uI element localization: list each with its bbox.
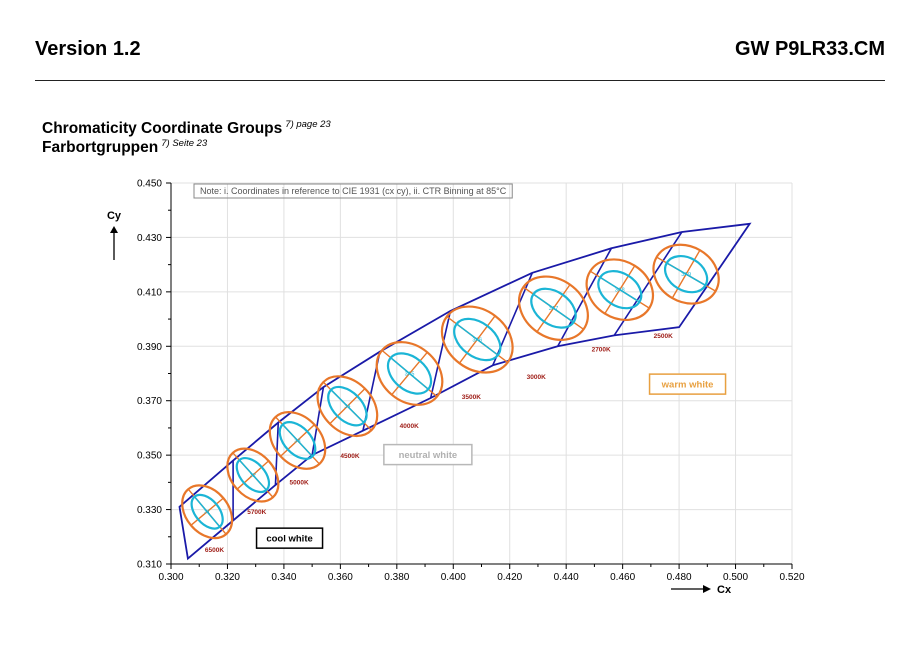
section-title-de-text: Farbortgruppen	[42, 139, 159, 157]
y-tick-label: 0.450	[137, 179, 162, 190]
header-divider	[35, 80, 885, 81]
x-axis-label: Cx	[717, 584, 732, 596]
bin-label: 31	[204, 510, 210, 516]
cct-label: 5700K	[247, 509, 266, 516]
x-tick-label: 0.500	[723, 572, 748, 583]
region-label-box	[648, 373, 727, 395]
bin-label: 3A9	[681, 272, 691, 278]
inner-bin-divider	[330, 389, 365, 424]
bin-label: 33	[294, 438, 300, 444]
inner-bin-divider	[193, 496, 221, 528]
region-label-box	[255, 527, 324, 549]
x-tick-label: 0.300	[158, 572, 183, 583]
x-tick-label: 0.460	[610, 572, 635, 583]
y-axis-label: Cy	[107, 210, 122, 222]
y-axis-arrowhead-icon	[110, 226, 118, 233]
inner-bin-divider	[532, 293, 574, 323]
y-tick-label: 0.390	[137, 342, 162, 353]
bin-label: 3A7	[549, 306, 559, 312]
cct-label: 3000K	[527, 374, 546, 381]
x-tick-label: 0.520	[779, 572, 804, 583]
cct-label: 3500K	[462, 394, 481, 401]
y-tick-label: 0.370	[137, 396, 162, 407]
inner-bin-divider	[282, 424, 313, 457]
cct-boundary	[178, 222, 752, 561]
x-tick-label: 0.440	[554, 572, 579, 583]
region-label: neutral white	[399, 450, 458, 461]
cct-divider	[557, 247, 613, 347]
x-tick-label: 0.420	[497, 572, 522, 583]
document-id: GW P9LR33.CM	[734, 38, 885, 60]
bin-label: 34	[344, 404, 350, 410]
x-tick-label: 0.400	[441, 572, 466, 583]
cct-divider	[429, 310, 452, 399]
inner-bin-divider	[456, 323, 499, 356]
x-axis-arrowhead-icon	[703, 585, 711, 593]
bin-label: 3A5	[405, 372, 415, 378]
inner-bin-divider	[390, 357, 429, 390]
cct-label: 6500K	[205, 547, 224, 554]
bin-label: 3A8	[615, 288, 625, 294]
y-tick-label: 0.430	[137, 233, 162, 244]
cct-divider	[613, 231, 683, 336]
bin-label: 3A6	[472, 337, 482, 343]
cct-label: 2700K	[592, 347, 611, 354]
chart-note-box	[193, 183, 513, 199]
y-tick-label: 0.410	[137, 287, 162, 298]
y-tick-label: 0.330	[137, 505, 162, 516]
region-label: warm white	[661, 380, 714, 391]
x-tick-label: 0.360	[328, 572, 353, 583]
inner-bin-divider	[238, 459, 267, 491]
cct-label: 4000K	[400, 423, 419, 430]
inner-bin-divider	[599, 276, 640, 303]
x-tick-label: 0.380	[384, 572, 409, 583]
cct-label: 2500K	[654, 333, 673, 340]
section-title-en-ref: 7) page 23	[285, 119, 331, 130]
y-tick-label: 0.310	[137, 560, 162, 571]
section-title-en-text: Chromaticity Coordinate Groups	[42, 120, 283, 138]
bin-label: 32	[250, 473, 256, 479]
y-tick-label: 0.350	[137, 451, 162, 462]
x-tick-label: 0.480	[667, 572, 692, 583]
section-title-de-ref: 7) Seite 23	[161, 138, 208, 149]
region-label: cool white	[266, 534, 312, 545]
x-tick-label: 0.340	[271, 572, 296, 583]
section-title-de: Farbortgruppen 7) Seite 23	[42, 138, 207, 157]
cct-label: 5000K	[290, 479, 309, 486]
section-title-en: Chromaticity Coordinate Groups 7) page 23	[42, 119, 331, 138]
chart-note: Note: i. Coordinates in reference to CIE…	[200, 186, 507, 196]
document-version: Version 1.2	[35, 38, 141, 60]
cct-label: 4500K	[340, 453, 359, 460]
x-tick-label: 0.320	[215, 572, 240, 583]
inner-bin-divider	[666, 262, 706, 286]
region-label-box	[383, 443, 473, 466]
